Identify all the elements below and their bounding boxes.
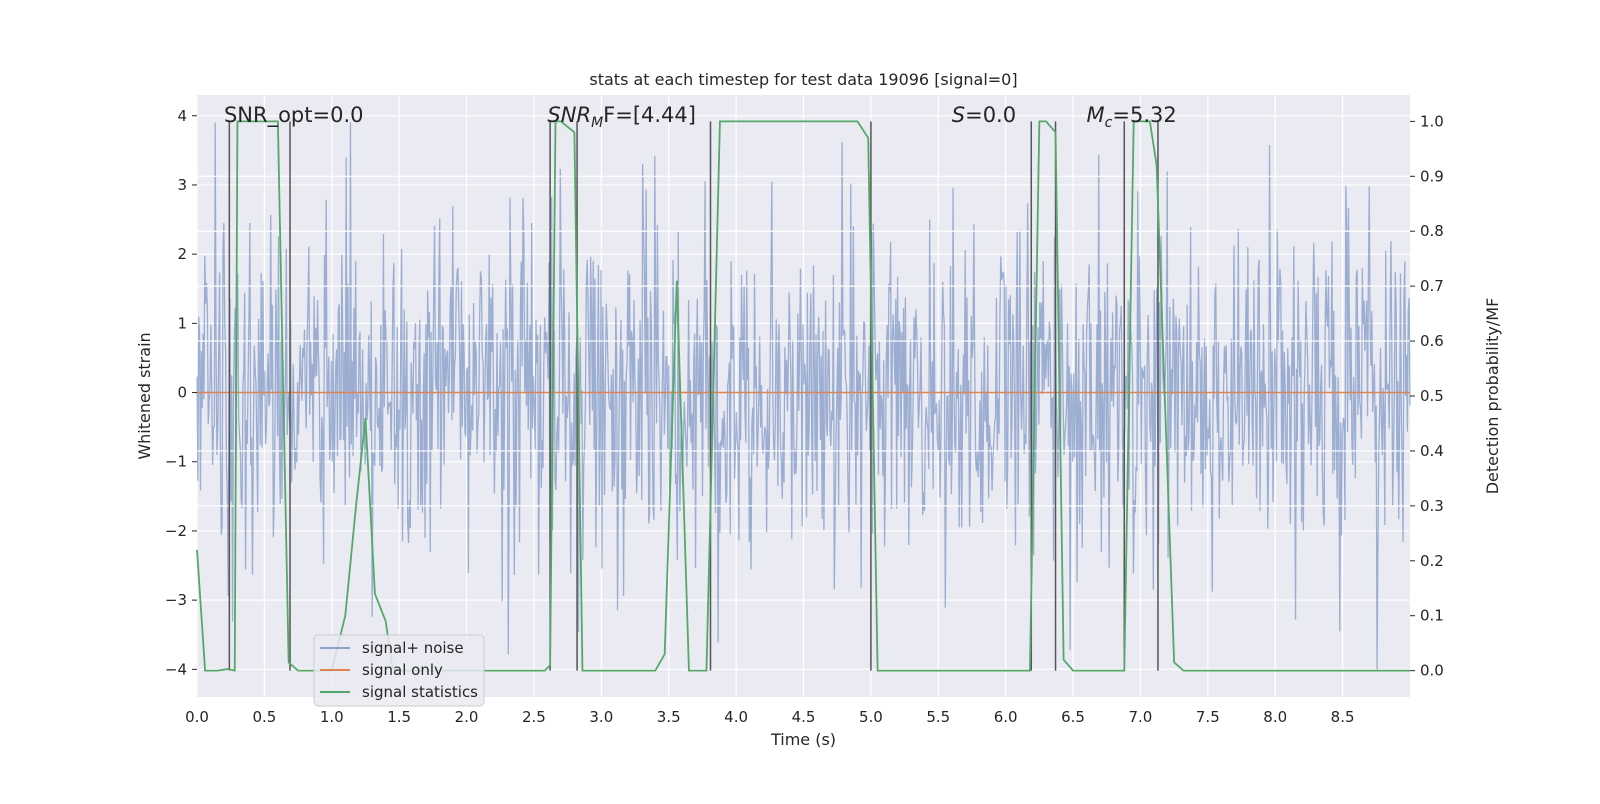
annotation-subscript: M: [591, 115, 603, 131]
x-tick-label: 2.5: [522, 708, 546, 726]
vertical-markers: [228, 121, 1159, 671]
x-tick-label: 7.5: [1196, 708, 1220, 726]
x-tick-label: 8.0: [1263, 708, 1287, 726]
annotation-suffix: =5.32: [1112, 103, 1176, 127]
annotation-3: S=0.0: [952, 103, 1016, 127]
x-tick-label: 0.5: [252, 708, 276, 726]
y-right-tick-label: 0.5: [1420, 387, 1444, 405]
y-left-tick-label: −2: [165, 522, 187, 540]
statistics-line: [196, 120, 1410, 672]
chart-title: stats at each timestep for test data 190…: [589, 70, 1017, 89]
series-signal-noise: [196, 122, 1411, 670]
annotation-suffix: F=[4.44]: [603, 103, 696, 127]
annotation-main: SNR: [547, 103, 591, 127]
legend-box: [313, 634, 485, 707]
y-left-tick-label: 1: [177, 314, 187, 332]
legend-label: signal statistics: [362, 683, 478, 701]
y-left-tick-label: 4: [177, 107, 187, 125]
y-right-tick-label: 0.2: [1420, 552, 1444, 570]
annotations: SNR_opt=0.0 SNRMF=[4.44] S=0.0 Mc=5.32: [224, 103, 1177, 131]
y-axis-right-label: Detection probability/MF: [1483, 298, 1502, 495]
x-tick-label: 1.0: [320, 708, 344, 726]
x-tick-label: 3.0: [589, 708, 613, 726]
y-right-tick-label: 0.8: [1420, 222, 1444, 240]
annotation-1: SNR_opt=0.0: [224, 103, 364, 128]
x-tick-label: 1.5: [387, 708, 411, 726]
x-tick-label: 2.0: [455, 708, 479, 726]
x-tick-label: 0.0: [185, 708, 209, 726]
annotation-main: S: [952, 103, 965, 127]
x-axis-label: Time (s): [770, 730, 836, 749]
y-left-tick-label: 0: [177, 384, 187, 402]
y-left-tick-label: −1: [165, 453, 187, 471]
x-tick-label: 4.0: [724, 708, 748, 726]
x-tick-label: 5.0: [859, 708, 883, 726]
y-right-tick-label: 0.6: [1420, 332, 1444, 350]
x-tick-label: 8.5: [1331, 708, 1355, 726]
y-axis-left-label: Whitened strain: [135, 332, 154, 459]
y-right-tick-label: 0.3: [1420, 497, 1444, 515]
x-tick-label: 4.5: [792, 708, 816, 726]
legend-label: signal only: [362, 661, 443, 679]
noise-line: [196, 122, 1411, 670]
series-signal-statistics: [196, 120, 1410, 672]
series-signal-only: [197, 175, 1410, 507]
annotation-2: SNRMF=[4.44]: [547, 103, 696, 131]
y-right-tick-label: 1.0: [1420, 112, 1444, 130]
x-tick-label: 7.0: [1129, 708, 1153, 726]
y-right-tick-label: 0.0: [1420, 662, 1444, 680]
y-left-tick-label: 2: [177, 245, 187, 263]
y-right-tick-label: 0.9: [1420, 167, 1444, 185]
x-tick-label: 6.5: [1061, 708, 1085, 726]
annotation-suffix: =0.0: [965, 103, 1016, 127]
y-left-tick-label: 3: [177, 176, 187, 194]
y-right-tick-label: 0.4: [1420, 442, 1444, 460]
x-tick-label: 6.0: [994, 708, 1018, 726]
annotation-subscript: c: [1105, 115, 1113, 131]
y-left-tick-label: −4: [165, 660, 187, 678]
y-left-tick-label: −3: [165, 591, 187, 609]
y-right-tick-label: 0.1: [1420, 607, 1444, 625]
y-right-tick-label: 0.7: [1420, 277, 1444, 295]
annotation-main: M: [1087, 103, 1105, 127]
x-tick-label: 3.5: [657, 708, 681, 726]
ticks: 0.0 0.5 1.0 1.5 2.0 2.5 3.0 3.5 4.0 4.5 5.0 5.5 6.0 6…: [165, 107, 1444, 726]
legend-label: signal+ noise: [362, 639, 464, 657]
annotation-4: Mc=5.32: [1087, 103, 1177, 131]
legend: signal+ noise signal only signal statistic…: [313, 634, 485, 707]
x-tick-label: 5.5: [926, 708, 950, 726]
